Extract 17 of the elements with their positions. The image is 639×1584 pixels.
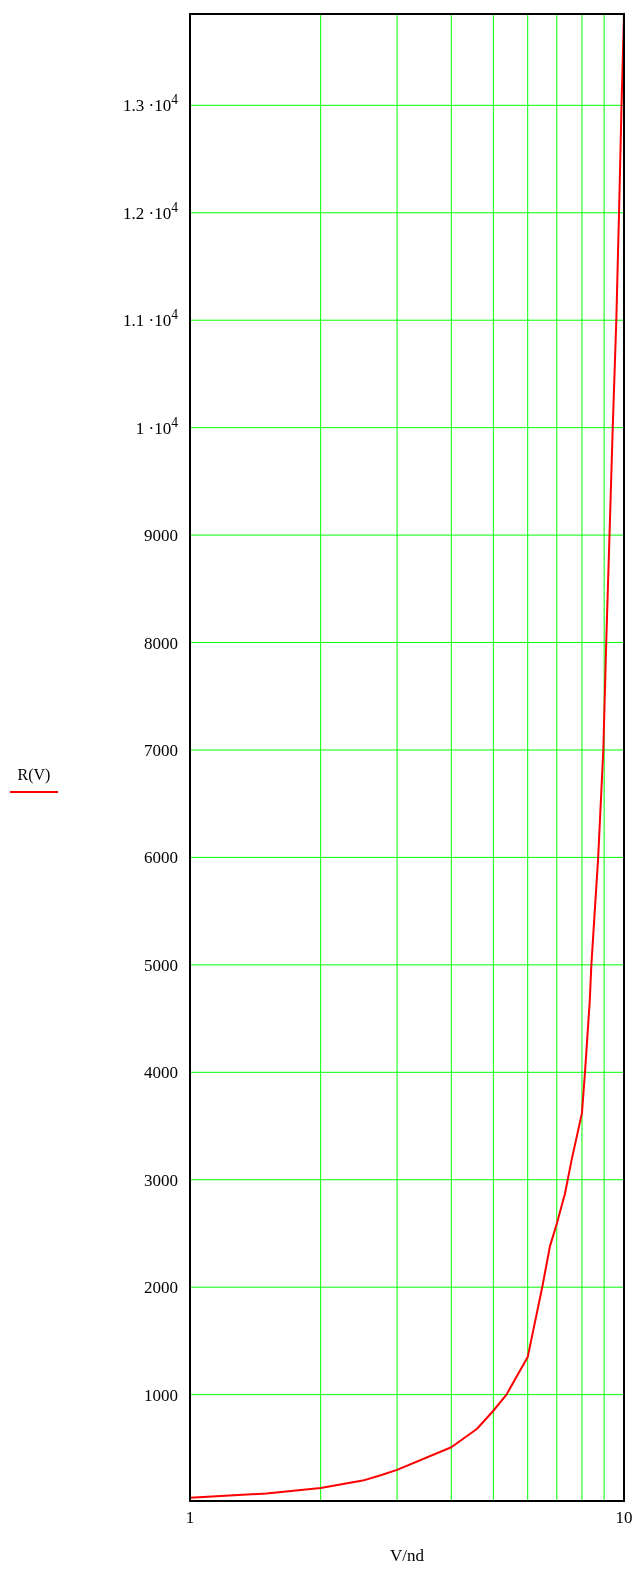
y-tick-label: 7000 xyxy=(144,740,178,760)
y-tick-label: 1000 xyxy=(144,1385,178,1405)
y-tick-label: 1.3 ·10$^{4}$ xyxy=(123,91,179,116)
x-tick-label: 1 xyxy=(185,1508,195,1527)
y-tick-label: 1 ·10$^{4}$ xyxy=(135,414,179,438)
y-tick-label: 6000 xyxy=(144,848,178,868)
y-tick-label: 8000 xyxy=(144,633,178,653)
text: R(V) xyxy=(17,766,51,784)
x-tick-label: 10 xyxy=(615,1508,633,1527)
y-tick-label: 3000 xyxy=(144,1170,178,1190)
y-tick-label: 1.2 ·10$^{4}$ xyxy=(123,199,179,223)
y-tick-label: 1.1 ·10$^{4}$ xyxy=(123,306,179,331)
x-axis-title: V/nd xyxy=(390,1546,425,1565)
y-tick-label: 4000 xyxy=(144,1063,178,1083)
y-tick-label: 9000 xyxy=(144,526,178,546)
y-tick-label: 5000 xyxy=(144,955,178,975)
y-tick-label: 2000 xyxy=(144,1278,178,1298)
